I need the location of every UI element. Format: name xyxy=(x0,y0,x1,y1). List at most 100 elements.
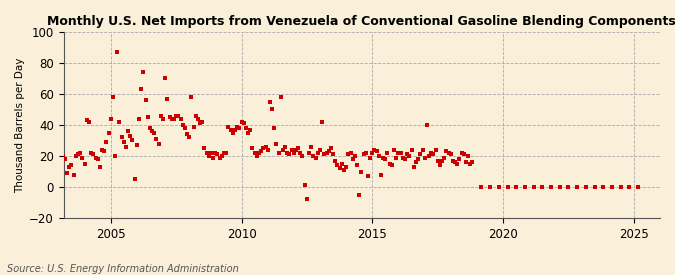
Point xyxy=(70,154,81,158)
Point xyxy=(116,135,127,140)
Point xyxy=(221,151,232,155)
Point xyxy=(86,151,97,155)
Point xyxy=(465,161,476,166)
Point xyxy=(190,114,201,118)
Point xyxy=(414,152,425,157)
Point xyxy=(633,185,644,189)
Point xyxy=(75,151,86,155)
Point xyxy=(273,151,284,155)
Point xyxy=(402,152,412,157)
Point xyxy=(327,152,338,157)
Point xyxy=(160,76,171,81)
Point xyxy=(247,146,258,150)
Point xyxy=(616,185,626,189)
Point xyxy=(114,120,125,124)
Point xyxy=(456,151,467,155)
Point xyxy=(336,161,347,166)
Point xyxy=(406,148,417,152)
Point xyxy=(79,161,90,166)
Point xyxy=(441,149,452,153)
Point xyxy=(424,154,435,158)
Point xyxy=(265,100,275,104)
Point xyxy=(448,158,458,163)
Point xyxy=(375,172,386,177)
Point xyxy=(432,158,443,163)
Point xyxy=(97,148,107,152)
Point xyxy=(138,70,148,75)
Point xyxy=(105,117,116,121)
Point xyxy=(149,131,160,135)
Point xyxy=(313,151,323,155)
Point xyxy=(118,140,129,144)
Point xyxy=(192,117,203,121)
Point xyxy=(347,157,358,161)
Point xyxy=(572,185,583,189)
Point xyxy=(378,155,389,160)
Point xyxy=(90,155,101,160)
Point xyxy=(195,121,206,126)
Point xyxy=(263,148,273,152)
Point xyxy=(284,152,295,157)
Point xyxy=(153,141,164,146)
Point xyxy=(354,192,364,197)
Point xyxy=(412,157,423,161)
Point xyxy=(112,50,123,54)
Point xyxy=(443,151,454,155)
Point xyxy=(205,151,216,155)
Point xyxy=(275,95,286,99)
Point xyxy=(458,152,469,157)
Point xyxy=(393,151,404,155)
Point xyxy=(502,185,513,189)
Point xyxy=(245,127,256,132)
Point xyxy=(175,117,186,121)
Point xyxy=(300,183,310,188)
Point xyxy=(121,144,132,149)
Point xyxy=(130,177,140,182)
Point xyxy=(537,185,547,189)
Point xyxy=(123,129,134,133)
Point xyxy=(238,121,249,126)
Point xyxy=(210,151,221,155)
Point xyxy=(136,87,146,92)
Text: Source: U.S. Energy Information Administration: Source: U.S. Energy Information Administ… xyxy=(7,264,238,274)
Point xyxy=(101,140,111,144)
Point xyxy=(460,160,471,164)
Point xyxy=(467,160,478,164)
Point xyxy=(384,161,395,166)
Point xyxy=(95,165,105,169)
Point xyxy=(428,152,439,157)
Point xyxy=(258,146,269,150)
Point xyxy=(240,126,251,130)
Point xyxy=(293,146,304,150)
Point xyxy=(598,185,609,189)
Point xyxy=(132,143,142,147)
Point xyxy=(476,185,487,189)
Point xyxy=(178,123,188,127)
Point xyxy=(215,155,225,160)
Point xyxy=(223,124,234,129)
Point xyxy=(230,127,240,132)
Point xyxy=(367,151,378,155)
Point xyxy=(254,151,265,155)
Point xyxy=(151,137,162,141)
Point xyxy=(450,160,460,164)
Point xyxy=(519,185,530,189)
Point xyxy=(360,151,371,155)
Point xyxy=(306,144,317,149)
Point xyxy=(356,169,367,174)
Point xyxy=(589,185,600,189)
Point xyxy=(188,124,199,129)
Point xyxy=(260,144,271,149)
Point xyxy=(290,148,301,152)
Point xyxy=(391,155,402,160)
Point xyxy=(199,146,210,150)
Point xyxy=(437,158,448,163)
Point xyxy=(142,115,153,119)
Point xyxy=(607,185,618,189)
Point xyxy=(110,154,121,158)
Point xyxy=(417,148,428,152)
Point xyxy=(330,158,341,163)
Point xyxy=(493,185,504,189)
Point xyxy=(321,151,332,155)
Point xyxy=(81,118,92,123)
